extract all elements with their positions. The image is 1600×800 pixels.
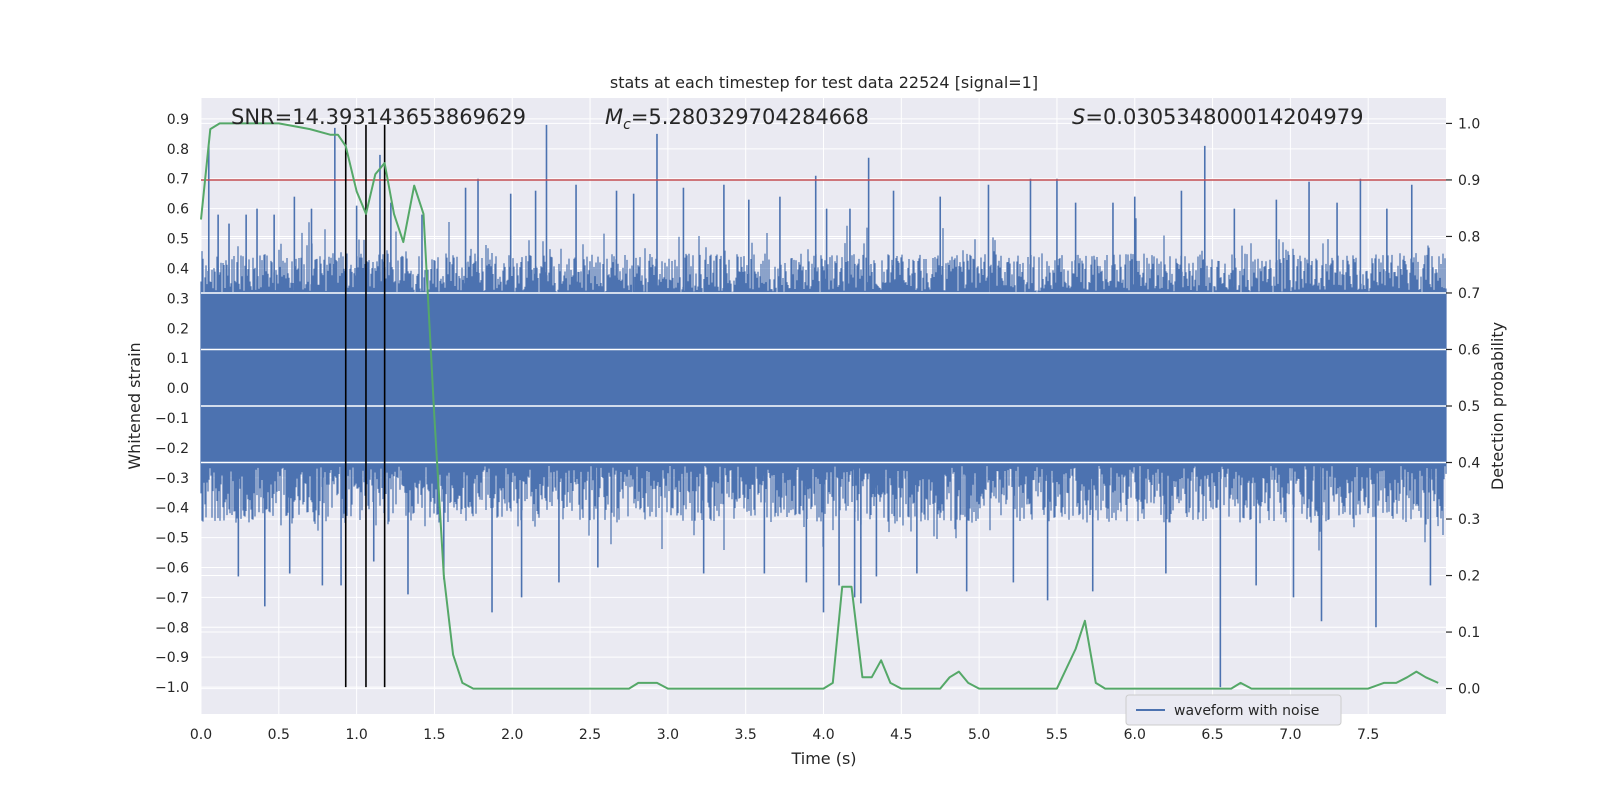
y-right-tick-label: 0.8 [1458, 229, 1480, 245]
x-tick-label: 5.0 [968, 727, 990, 743]
y-left-tick-label: −0.8 [155, 620, 189, 636]
x-axis-ticks: 0.0 0.5 1.0 1.5 2.0 2.5 3.0 3.5 4.0 4.5 5.0 5.5 6.0 6… [190, 727, 1379, 743]
waveform-series [200, 124, 1447, 688]
x-tick-label: 2.5 [579, 727, 601, 743]
y-right-tick-label: 0.5 [1458, 399, 1480, 415]
y-left-tick-label: −0.7 [155, 590, 189, 606]
x-tick-label: 6.5 [1201, 727, 1223, 743]
y-left-tick-label: 0.7 [167, 172, 189, 188]
x-tick-label: 7.0 [1279, 727, 1301, 743]
y-left-tick-label: 0.8 [167, 142, 189, 158]
x-tick-label: 3.0 [657, 727, 679, 743]
y-left-tick-label: 0.0 [167, 381, 189, 397]
x-tick-label: 4.5 [890, 727, 912, 743]
y-left-tick-label: −1.0 [155, 680, 189, 696]
y-left-axis-ticks: 0.9 0.8 0.7 0.6 0.5 0.4 0.3 0.2 0.1 0.0 −0.1 −0.2 −0… [155, 112, 189, 696]
legend-label: waveform with noise [1174, 703, 1319, 719]
y-left-tick-label: 0.6 [167, 202, 189, 218]
probability-line [200, 122, 1439, 690]
x-tick-label: 1.5 [423, 727, 445, 743]
y-left-axis-title: Whitened strain [125, 342, 144, 469]
x-tick-label: 4.0 [812, 727, 834, 743]
y-left-tick-label: −0.1 [155, 411, 189, 427]
y-right-axis-ticks: 1.0 0.9 0.8 0.7 0.6 0.5 0.4 0.3 0.2 0.1 0.0 [1446, 116, 1480, 698]
chart-title: stats at each timestep for test data 225… [610, 73, 1038, 92]
y-left-tick-label: −0.6 [155, 560, 189, 576]
vertical-markers [344, 124, 386, 688]
y-left-tick-label: 0.5 [167, 232, 189, 248]
y-right-tick-label: 0.1 [1458, 625, 1480, 641]
y-left-tick-label: −0.3 [155, 471, 189, 487]
y-right-axis-title: Detection probability [1488, 322, 1507, 490]
legend-box [1125, 694, 1342, 726]
chirp-mass-symbol: M [605, 105, 623, 129]
statistic-value: =0.030534800014204979 [1085, 105, 1363, 129]
x-tick-label: 0.0 [190, 727, 212, 743]
legend: waveform with noise [1125, 694, 1342, 726]
x-tick-label: 5.5 [1046, 727, 1068, 743]
x-tick-label: 6.0 [1124, 727, 1146, 743]
y-right-tick-label: 0.0 [1458, 682, 1480, 698]
chirp-mass-annotation: Mc=5.280329704284668 [605, 105, 869, 133]
y-left-tick-label: −0.5 [155, 531, 189, 547]
y-right-tick-label: 0.9 [1458, 173, 1480, 189]
y-left-tick-label: 0.4 [167, 261, 189, 277]
strain-band-grid-overlay [201, 292, 1446, 464]
y-left-tick-label: 0.3 [167, 291, 189, 307]
x-tick-label: 2.0 [501, 727, 523, 743]
waveform-noise-texture [200, 218, 1447, 551]
y-left-tick-label: 0.1 [167, 351, 189, 367]
y-left-tick-label: 0.2 [167, 321, 189, 337]
probability-series [200, 122, 1439, 690]
x-tick-label: 7.5 [1357, 727, 1379, 743]
y-right-tick-label: 0.3 [1458, 512, 1480, 528]
y-right-tick-label: 0.7 [1458, 286, 1480, 302]
chirp-mass-subscript: c [623, 117, 631, 133]
y-left-tick-label: −0.4 [155, 501, 189, 517]
statistic-annotation: S=0.030534800014204979 [1072, 105, 1363, 129]
statistic-symbol: S [1072, 105, 1085, 129]
y-right-tick-label: 1.0 [1458, 116, 1480, 132]
x-tick-label: 0.5 [268, 727, 290, 743]
chirp-mass-value: =5.280329704284668 [631, 105, 869, 129]
y-left-tick-label: 0.9 [167, 112, 189, 128]
y-right-tick-label: 0.6 [1458, 342, 1480, 358]
y-left-tick-label: −0.2 [155, 441, 189, 457]
x-tick-label: 1.0 [345, 727, 367, 743]
y-left-tick-label: −0.9 [155, 650, 189, 666]
y-right-tick-label: 0.4 [1458, 456, 1480, 472]
snr-annotation: SNR=14.393143653869629 [231, 105, 526, 129]
x-axis-title: Time (s) [790, 749, 856, 768]
y-right-tick-label: 0.2 [1458, 569, 1480, 585]
x-tick-label: 3.5 [735, 727, 757, 743]
